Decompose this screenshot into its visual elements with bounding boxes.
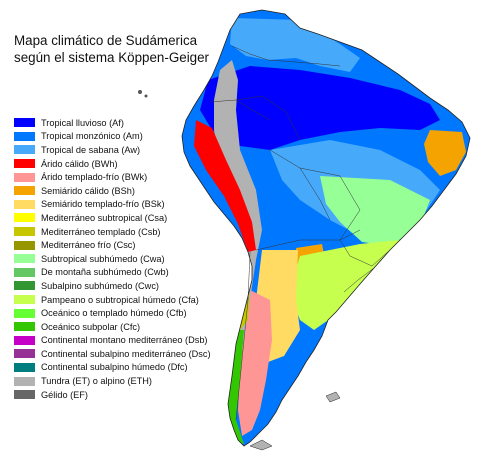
legend-item: Continental montano mediterráneo (Dsb) xyxy=(14,334,211,348)
falkland-islands xyxy=(325,391,341,403)
legend-label: Pampeano o subtropical húmedo (Cfa) xyxy=(41,294,199,305)
map-title: Mapa climático de Sudámerica según el si… xyxy=(14,32,219,66)
legend-item: Semiárido templado-frío (BSk) xyxy=(14,198,211,212)
legend-swatch xyxy=(14,267,35,277)
legend-item: Mediterráneo frío (Csc) xyxy=(14,238,211,252)
zone-bsh-northeast xyxy=(424,130,466,176)
legend-label: Continental subalpino mediterráneo (Dsc) xyxy=(41,348,211,359)
legend-item: Oceánico o templado húmedo (Cfb) xyxy=(14,306,211,320)
legend-item: Tundra (ET) o alpino (ETH) xyxy=(14,374,211,388)
zone-bwh-coast xyxy=(194,120,256,252)
legend-swatch xyxy=(14,145,35,155)
legend-item: Pampeano o subtropical húmedo (Cfa) xyxy=(14,293,211,307)
border-bolivia-brazil xyxy=(299,167,361,241)
legend-item: Árido templado-frío (BWk) xyxy=(14,170,211,184)
border-colombia-brazil xyxy=(235,95,301,141)
continent-outline xyxy=(181,9,471,447)
border-ecuador-peru xyxy=(209,99,271,121)
legend-item: Tropical lluvioso (Af) xyxy=(14,116,211,130)
legend-swatch xyxy=(14,227,35,237)
country-borders xyxy=(209,45,391,421)
galapagos-islands-2 xyxy=(144,94,148,98)
legend-label: Mediterráneo subtropical (Csa) xyxy=(41,212,168,223)
legend-item: Subalpino subhúmedo (Cwc) xyxy=(14,279,211,293)
legend-swatch xyxy=(14,131,35,141)
legend-item: Oceánico subpolar (Cfc) xyxy=(14,320,211,334)
legend-swatch xyxy=(14,335,35,345)
map-title-line1: Mapa climático de Sudámerica xyxy=(14,33,198,48)
legend-swatch xyxy=(14,390,35,400)
legend-swatch xyxy=(14,172,35,182)
legend-label: Tropical monzónico (Am) xyxy=(41,131,143,142)
legend-swatch xyxy=(14,349,35,359)
border-bolivia-argentina xyxy=(255,229,361,251)
legend-label: Tropical de sabana (Aw) xyxy=(41,144,141,155)
legend-label: Semiárido templado-frío (BSk) xyxy=(41,199,165,210)
legend-item: Subtropical subhúmedo (Cwa) xyxy=(14,252,211,266)
legend-swatch xyxy=(14,240,35,250)
legend-label: Continental montano mediterráneo (Dsb) xyxy=(41,335,208,346)
map-title-line2: según el sistema Köppen-Geiger xyxy=(14,50,210,65)
legend-item: Tropical de sabana (Aw) xyxy=(14,143,211,157)
border-venezuela-brazil xyxy=(267,59,341,67)
legend-swatch xyxy=(14,118,35,128)
legend-label: Tundra (ET) o alpino (ETH) xyxy=(41,376,152,387)
legend-label: Mediterráneo frío (Csc) xyxy=(41,240,136,251)
legend-label: Subalpino subhúmedo (Cwc) xyxy=(41,280,159,291)
legend-swatch xyxy=(14,295,35,305)
legend-label: De montaña subhúmedo (Cwb) xyxy=(41,267,169,278)
legend-item: Tropical monzónico (Am) xyxy=(14,130,211,144)
zone-af-amazon xyxy=(200,66,440,150)
legend-label: Oceánico subpolar (Cfc) xyxy=(41,321,141,332)
legend-label: Gélido (EF) xyxy=(41,389,88,400)
tierra-del-fuego xyxy=(249,439,273,451)
legend-label: Tropical lluvioso (Af) xyxy=(41,117,124,128)
legend-label: Continental subalpino húmedo (Dfc) xyxy=(41,362,188,373)
legend-label: Subtropical subhúmedo (Cwa) xyxy=(41,253,165,264)
zone-bwk xyxy=(238,290,272,436)
legend-item: Continental subalpino mediterráneo (Dsc) xyxy=(14,347,211,361)
legend-swatch xyxy=(14,186,35,196)
zone-aw-north xyxy=(230,18,360,72)
legend-label: Mediterráneo templado (Csb) xyxy=(41,226,161,237)
galapagos-islands xyxy=(138,90,142,94)
legend-swatch xyxy=(14,213,35,223)
legend-swatch xyxy=(14,308,35,318)
legend-item: Mediterráneo subtropical (Csa) xyxy=(14,211,211,225)
legend-label: Árido templado-frío (BWk) xyxy=(41,172,148,183)
border-uruguay xyxy=(343,267,375,293)
legend-swatch xyxy=(14,159,35,169)
border-paraguay xyxy=(339,239,391,267)
legend-label: Semiárido cálido (BSh) xyxy=(41,185,135,196)
legend-swatch xyxy=(14,376,35,386)
border-colombia-venezuela xyxy=(231,45,269,61)
legend-item: Árido cálido (BWh) xyxy=(14,157,211,171)
border-chile-argentina xyxy=(235,251,251,421)
legend-swatch xyxy=(14,254,35,264)
legend-label: Árido cálido (BWh) xyxy=(41,158,118,169)
legend-item: Gélido (EF) xyxy=(14,388,211,402)
legend-item: Continental subalpino húmedo (Dfc) xyxy=(14,361,211,375)
legend-swatch xyxy=(14,281,35,291)
legend-label: Oceánico o templado húmedo (Cfb) xyxy=(41,308,187,319)
legend-swatch xyxy=(14,322,35,332)
legend-item: Mediterráneo templado (Csb) xyxy=(14,225,211,239)
climate-legend: Tropical lluvioso (Af) Tropical monzónico… xyxy=(14,116,211,401)
legend-item: Semiárido cálido (BSh) xyxy=(14,184,211,198)
legend-item: De montaña subhúmedo (Cwb) xyxy=(14,266,211,280)
zone-et-andes xyxy=(214,60,262,420)
legend-swatch xyxy=(14,362,35,372)
legend-swatch xyxy=(14,199,35,209)
border-peru-bolivia xyxy=(269,149,331,221)
